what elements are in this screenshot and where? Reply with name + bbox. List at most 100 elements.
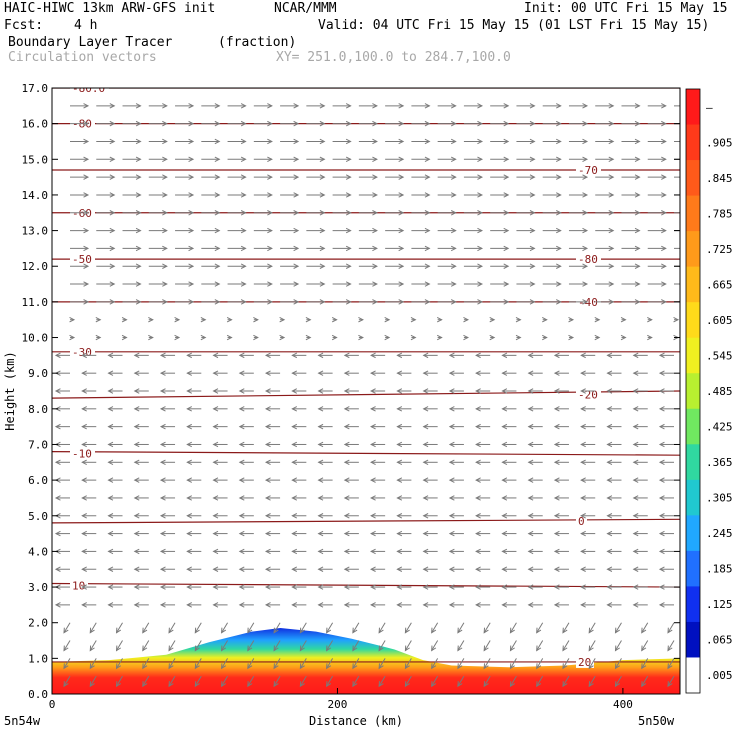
circulation-vector bbox=[238, 388, 254, 394]
circulation-vector bbox=[168, 640, 176, 652]
circulation-vector bbox=[411, 174, 431, 180]
circulation-vector bbox=[568, 263, 589, 269]
circulation-vector bbox=[385, 138, 405, 145]
circulation-vector bbox=[291, 602, 307, 608]
circulation-vector bbox=[658, 548, 674, 555]
circulation-vector bbox=[133, 584, 149, 590]
circulation-vector bbox=[81, 423, 97, 430]
circulation-vector bbox=[641, 622, 649, 634]
circulation-vector bbox=[562, 640, 570, 652]
circulation-vector bbox=[542, 138, 562, 145]
circulation-vector bbox=[238, 584, 254, 590]
circulation-vector bbox=[174, 334, 181, 341]
circulation-vector bbox=[212, 370, 228, 376]
contour-label: -80 bbox=[72, 118, 92, 131]
circulation-vector bbox=[542, 316, 548, 323]
colorbar-swatch bbox=[686, 195, 700, 232]
circulation-vector bbox=[437, 299, 457, 305]
circulation-vector bbox=[385, 245, 405, 252]
circulation-vector bbox=[542, 120, 562, 127]
circulation-vector bbox=[317, 477, 333, 483]
circulation-vector bbox=[81, 388, 97, 394]
circulation-vector bbox=[647, 281, 667, 287]
circulation-vector bbox=[194, 622, 202, 634]
circulation-vector bbox=[96, 245, 116, 252]
circulation-vector bbox=[490, 299, 510, 305]
circulation-vector bbox=[370, 548, 386, 555]
circulation-vector bbox=[81, 352, 97, 359]
circulation-vector bbox=[448, 441, 464, 448]
circulation-vector bbox=[122, 245, 142, 252]
circulation-vector bbox=[674, 176, 680, 178]
circulation-vector bbox=[264, 459, 281, 466]
circulation-vector bbox=[404, 622, 412, 634]
circulation-vector bbox=[212, 477, 228, 483]
circulation-vector bbox=[588, 640, 596, 652]
temperature-contour bbox=[52, 518, 680, 524]
circulation-vector bbox=[490, 192, 510, 198]
circulation-vector bbox=[501, 370, 517, 376]
circulation-vector bbox=[396, 495, 412, 501]
circulation-vector bbox=[358, 120, 378, 127]
circulation-vector bbox=[148, 263, 168, 269]
circulation-vector bbox=[588, 622, 596, 634]
circulation-vector bbox=[483, 675, 491, 688]
circulation-vector bbox=[606, 513, 622, 519]
circulation-vector bbox=[632, 602, 648, 608]
circulation-vector bbox=[358, 156, 378, 163]
circulation-vector bbox=[54, 495, 70, 501]
circulation-vector bbox=[247, 640, 255, 652]
circulation-vector bbox=[306, 281, 326, 287]
circulation-vector bbox=[396, 566, 412, 572]
circulation-vector bbox=[317, 388, 333, 394]
circulation-vector bbox=[463, 210, 484, 216]
circulation-vector bbox=[352, 622, 360, 634]
circulation-vector bbox=[463, 138, 484, 145]
circulation-vector bbox=[658, 477, 674, 483]
circulation-vector bbox=[96, 174, 116, 180]
circulation-vector bbox=[227, 227, 247, 234]
circulation-vector bbox=[457, 622, 465, 634]
circulation-vector bbox=[226, 316, 233, 323]
circulation-vector bbox=[647, 334, 653, 341]
circulation-vector bbox=[658, 352, 674, 359]
circulation-vector bbox=[70, 156, 90, 163]
circulation-vector bbox=[422, 602, 438, 608]
circulation-vector bbox=[542, 103, 562, 109]
circulation-vector bbox=[212, 388, 228, 394]
circulation-vector bbox=[343, 513, 359, 519]
circulation-vector bbox=[553, 370, 569, 376]
circulation-vector bbox=[227, 103, 247, 109]
circulation-vector bbox=[370, 513, 386, 519]
circulation-vector bbox=[527, 584, 543, 590]
circulation-vector bbox=[148, 316, 154, 323]
circulation-vector bbox=[115, 658, 123, 670]
circulation-vector bbox=[411, 156, 431, 163]
colorbar-swatch bbox=[686, 408, 700, 445]
circulation-vector bbox=[580, 513, 596, 519]
circulation-vector bbox=[658, 423, 674, 430]
circulation-vector bbox=[317, 602, 333, 608]
circulation-vector bbox=[159, 530, 176, 537]
circulation-vector bbox=[595, 192, 615, 198]
circulation-vector bbox=[291, 584, 307, 590]
circulation-vector bbox=[280, 156, 300, 163]
circulation-vector bbox=[568, 120, 589, 127]
colorbar-label: – bbox=[706, 101, 713, 114]
colorbar-swatch bbox=[686, 444, 700, 481]
x-axis-label: Distance (km) bbox=[309, 714, 403, 728]
circulation-vector bbox=[595, 120, 615, 127]
circulation-vector bbox=[568, 156, 589, 163]
circulation-vector bbox=[280, 210, 300, 216]
circulation-vector bbox=[620, 316, 627, 323]
circulation-vector bbox=[291, 548, 307, 555]
circulation-vector bbox=[501, 602, 517, 608]
circulation-vector bbox=[475, 459, 491, 466]
circulation-vector bbox=[437, 281, 457, 287]
circulation-vector bbox=[568, 281, 589, 287]
circulation-vector bbox=[658, 584, 674, 590]
circulation-vector bbox=[148, 156, 168, 163]
circulation-vector bbox=[422, 477, 438, 483]
circulation-vector bbox=[448, 530, 464, 537]
circulation-vector bbox=[115, 622, 123, 634]
